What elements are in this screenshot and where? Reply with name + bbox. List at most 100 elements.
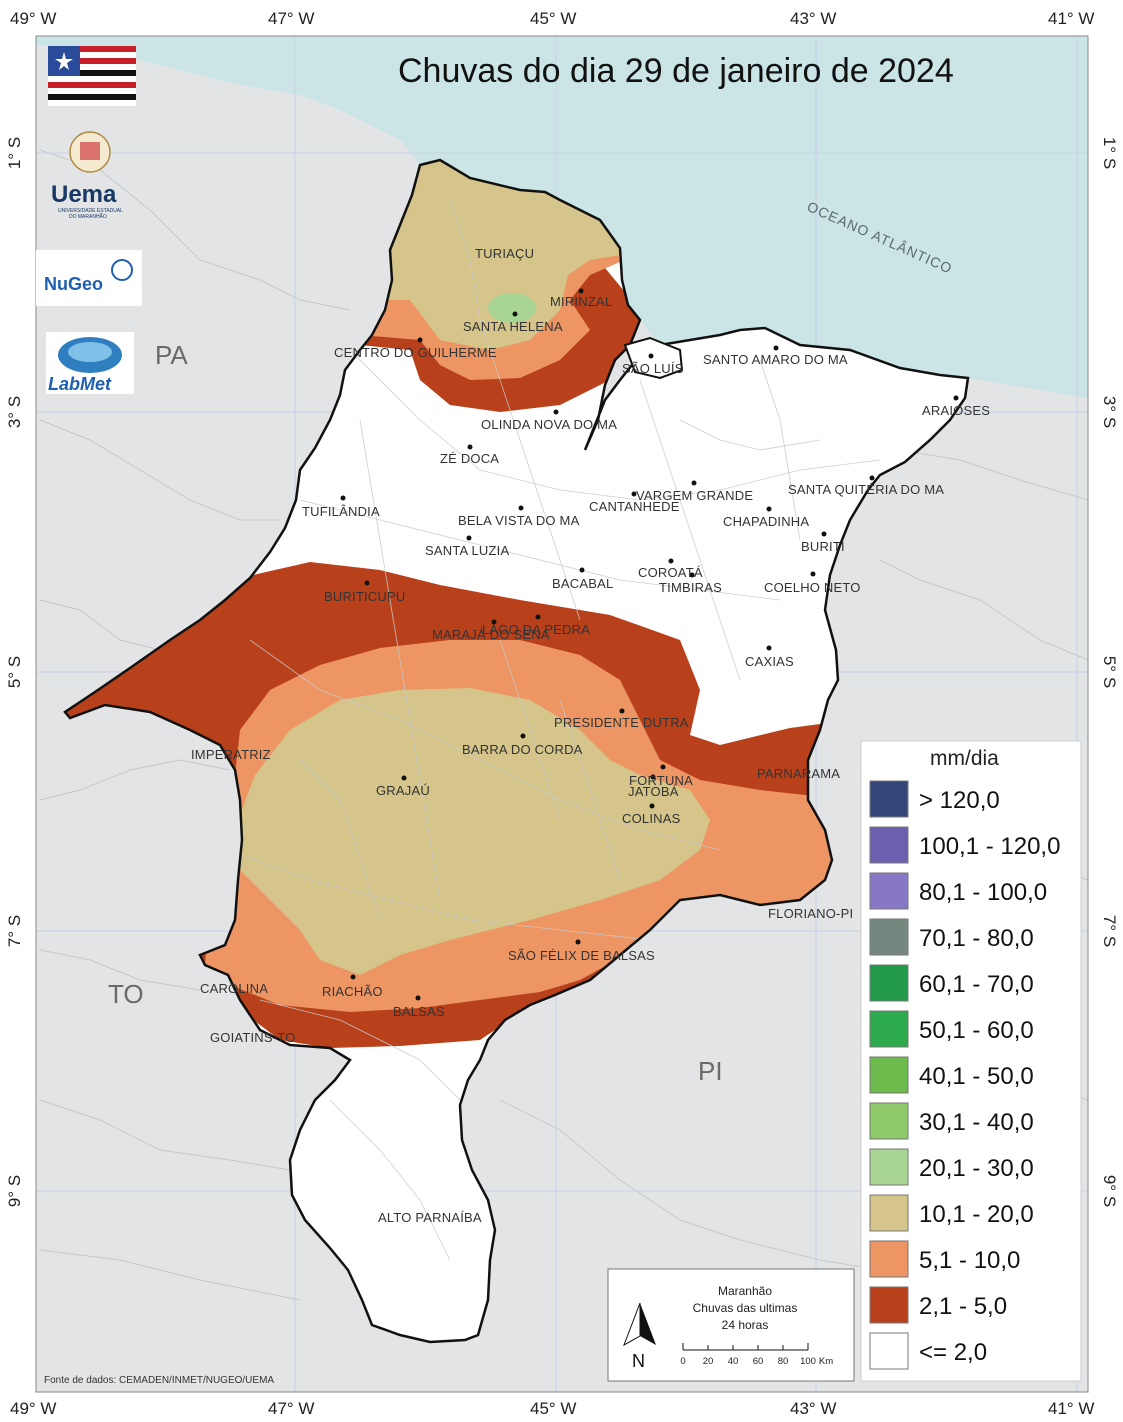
city-balsas: BALSAS bbox=[393, 1004, 445, 1019]
city-maraja-do-sena: MARAJÁ DO SENA bbox=[432, 627, 550, 642]
city-labels: TURIAÇU MIRINZAL SANTA HELENA CENTRO DO … bbox=[191, 246, 990, 1225]
lon-top-47: 47° W bbox=[268, 9, 314, 28]
maranhao-outline bbox=[63, 158, 970, 1344]
city-chapadinha: CHAPADINHA bbox=[723, 514, 809, 529]
city-buriti: BURITI bbox=[801, 539, 845, 554]
labmet-logo: LabMet bbox=[46, 332, 134, 394]
lon-top-41: 41° W bbox=[1048, 9, 1094, 28]
city-tufilandia: TUFILÂNDIA bbox=[302, 504, 380, 519]
legend-label-10: 5,1 - 10,0 bbox=[919, 1247, 1020, 1274]
north-label: N bbox=[632, 1351, 645, 1371]
zone-south-10-20 bbox=[238, 688, 710, 975]
city-imperatriz: IMPERATRIZ bbox=[191, 747, 271, 762]
city-mirinzal: MIRINZAL bbox=[550, 294, 612, 309]
legend-swatch-2 bbox=[869, 872, 909, 910]
legend-swatch-6 bbox=[869, 1056, 909, 1094]
city-presidente-dutra: PRESIDENTE DUTRA bbox=[554, 715, 689, 730]
city-turiacu: TURIAÇU bbox=[475, 246, 534, 261]
legend-title: mm/dia bbox=[930, 747, 999, 770]
legend-swatch-12 bbox=[869, 1332, 909, 1370]
city-vargem-grande: VARGEM GRANDE bbox=[636, 488, 753, 503]
city-parnarama: PARNARAMA bbox=[757, 766, 840, 781]
lon-bottom-41: 41° W bbox=[1048, 1399, 1094, 1418]
city-carolina: CAROLINA bbox=[200, 981, 268, 996]
city-bacabal: BACABAL bbox=[552, 576, 613, 591]
scale-bar bbox=[682, 1343, 809, 1351]
city-buriticupu: BURITICUPU bbox=[324, 589, 405, 604]
legend-swatch-11 bbox=[869, 1286, 909, 1324]
city-sao-felix: SÃO FÉLIX DE BALSAS bbox=[508, 948, 655, 963]
lat-right-1: 1° S bbox=[1100, 137, 1119, 169]
info-line3: 24 horas bbox=[722, 1318, 769, 1332]
city-ze-doca: ZÉ DOCA bbox=[440, 451, 499, 466]
lon-bottom-45: 45° W bbox=[530, 1399, 576, 1418]
nugeo-logo-text: NuGeo bbox=[44, 274, 103, 294]
lat-left-1: 1° S bbox=[5, 137, 24, 169]
city-coroata: COROATÁ bbox=[638, 565, 703, 580]
city-floriano: FLORIANO-PI bbox=[768, 906, 853, 921]
sao-luis-island bbox=[623, 336, 684, 380]
lat-left-5: 5° S bbox=[5, 656, 24, 688]
scale-tick-0: 0 bbox=[680, 1356, 685, 1367]
city-coelho-neto: COELHO NETO bbox=[764, 580, 861, 595]
scale-tick-100: 100 bbox=[800, 1356, 816, 1367]
ocean bbox=[36, 36, 1088, 398]
info-line2: Chuvas das ultimas bbox=[693, 1301, 798, 1315]
lon-bottom-43: 43° W bbox=[790, 1399, 836, 1418]
scale-tick-60: 60 bbox=[753, 1356, 764, 1367]
city-markers bbox=[340, 288, 959, 1001]
city-santo-amaro: SANTO AMARO DO MA bbox=[703, 352, 848, 367]
city-sao-luis: SÃO LUÍS bbox=[622, 361, 684, 376]
city-barra-do-corda: BARRA DO CORDA bbox=[462, 742, 583, 757]
lon-bottom-47: 47° W bbox=[268, 1399, 314, 1418]
legend-label-1: 100,1 - 120,0 bbox=[919, 833, 1060, 860]
legend-swatch-1 bbox=[869, 826, 909, 864]
city-grajau: GRAJAÚ bbox=[376, 783, 430, 798]
legend-label-11: 2,1 - 5,0 bbox=[919, 1293, 1007, 1320]
lon-top-43: 43° W bbox=[790, 9, 836, 28]
city-goiatins: GOIATINS-TO bbox=[210, 1030, 296, 1045]
north-arrow-icon bbox=[623, 1302, 656, 1347]
city-santa-luzia: SANTA LUZIA bbox=[425, 543, 509, 558]
data-source: Fonte de dados: CEMADEN/INMET/NUGEO/UEMA bbox=[44, 1375, 274, 1386]
map-title: Chuvas do dia 29 de janeiro de 2024 bbox=[398, 52, 954, 90]
city-alto-parnaiba: ALTO PARNAÍBA bbox=[378, 1210, 482, 1225]
info-line1: Maranhão bbox=[718, 1284, 772, 1298]
scale-tick-40: 40 bbox=[728, 1356, 739, 1367]
legend-swatch-3 bbox=[869, 918, 909, 956]
coordinate-labels: 49° W 47° W 45° W 43° W 41° W 49° W 47° … bbox=[5, 9, 1119, 1418]
lat-left-9: 9° S bbox=[5, 1175, 24, 1207]
city-olinda-nova: OLINDA NOVA DO MA bbox=[481, 417, 617, 432]
lon-top-49: 49° W bbox=[10, 9, 56, 28]
city-lago-da-pedra: LAGO DA PEDRA bbox=[482, 622, 590, 637]
state-label-pi: PI bbox=[698, 1056, 723, 1086]
city-caxias: CAXIAS bbox=[745, 654, 794, 669]
lat-right-9: 9° S bbox=[1100, 1175, 1119, 1207]
lat-right-7: 7° S bbox=[1100, 915, 1119, 947]
legend-label-7: 30,1 - 40,0 bbox=[919, 1109, 1034, 1136]
scale-unit: Km bbox=[819, 1356, 833, 1367]
legend-label-3: 70,1 - 80,0 bbox=[919, 925, 1034, 952]
scale-tick-20: 20 bbox=[703, 1356, 714, 1367]
legend-label-6: 40,1 - 50,0 bbox=[919, 1063, 1034, 1090]
maranhao-flag bbox=[48, 46, 136, 106]
legend-swatch-4 bbox=[869, 964, 909, 1002]
lat-right-3: 3° S bbox=[1100, 396, 1119, 428]
city-bela-vista: BELA VISTA DO MA bbox=[458, 513, 580, 528]
city-fortuna: FORTUNA bbox=[629, 773, 693, 788]
legend-swatch-0 bbox=[869, 780, 909, 818]
lon-bottom-49: 49° W bbox=[10, 1399, 56, 1418]
legend-swatch-8 bbox=[869, 1148, 909, 1186]
uema-logo-sub1: UNIVERSIDADE ESTADUAL bbox=[58, 208, 123, 214]
city-centro-do-guilherme: CENTRO DO GUILHERME bbox=[334, 345, 497, 360]
city-cantanhede: CANTANHEDE bbox=[589, 499, 680, 514]
state-label-to: TO bbox=[108, 979, 144, 1009]
city-riachao: RIACHÃO bbox=[322, 984, 383, 999]
lat-left-3: 3° S bbox=[5, 396, 24, 428]
legend-swatch-7 bbox=[869, 1102, 909, 1140]
legend-label-12: <= 2,0 bbox=[919, 1339, 987, 1366]
legend-swatch-9 bbox=[869, 1194, 909, 1232]
city-santa-helena: SANTA HELENA bbox=[463, 319, 563, 334]
city-jatoba: JATOBÁ bbox=[628, 784, 679, 799]
